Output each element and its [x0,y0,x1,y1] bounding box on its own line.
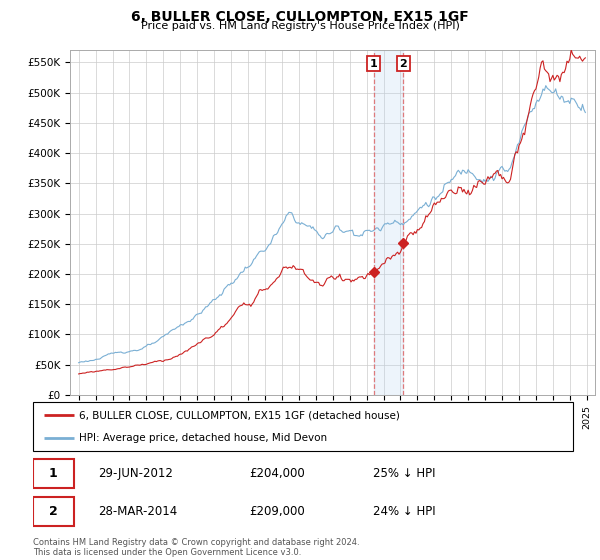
Text: £209,000: £209,000 [249,505,305,518]
Text: 6, BULLER CLOSE, CULLOMPTON, EX15 1GF: 6, BULLER CLOSE, CULLOMPTON, EX15 1GF [131,10,469,24]
Text: Price paid vs. HM Land Registry's House Price Index (HPI): Price paid vs. HM Land Registry's House … [140,21,460,31]
Text: HPI: Average price, detached house, Mid Devon: HPI: Average price, detached house, Mid … [79,433,327,444]
FancyBboxPatch shape [33,497,74,526]
Text: 6, BULLER CLOSE, CULLOMPTON, EX15 1GF (detached house): 6, BULLER CLOSE, CULLOMPTON, EX15 1GF (d… [79,410,400,421]
Text: 1: 1 [370,59,377,69]
Text: 29-JUN-2012: 29-JUN-2012 [98,468,173,480]
Text: 28-MAR-2014: 28-MAR-2014 [98,505,177,518]
Text: Contains HM Land Registry data © Crown copyright and database right 2024.
This d: Contains HM Land Registry data © Crown c… [33,538,359,557]
FancyBboxPatch shape [33,402,573,451]
Text: 1: 1 [49,468,58,480]
Bar [374,50,403,395]
Text: 2: 2 [400,59,407,69]
FancyBboxPatch shape [33,459,74,488]
Text: 24% ↓ HPI: 24% ↓ HPI [373,505,436,518]
Text: £204,000: £204,000 [249,468,305,480]
Text: 25% ↓ HPI: 25% ↓ HPI [373,468,436,480]
Text: 2: 2 [49,505,58,518]
